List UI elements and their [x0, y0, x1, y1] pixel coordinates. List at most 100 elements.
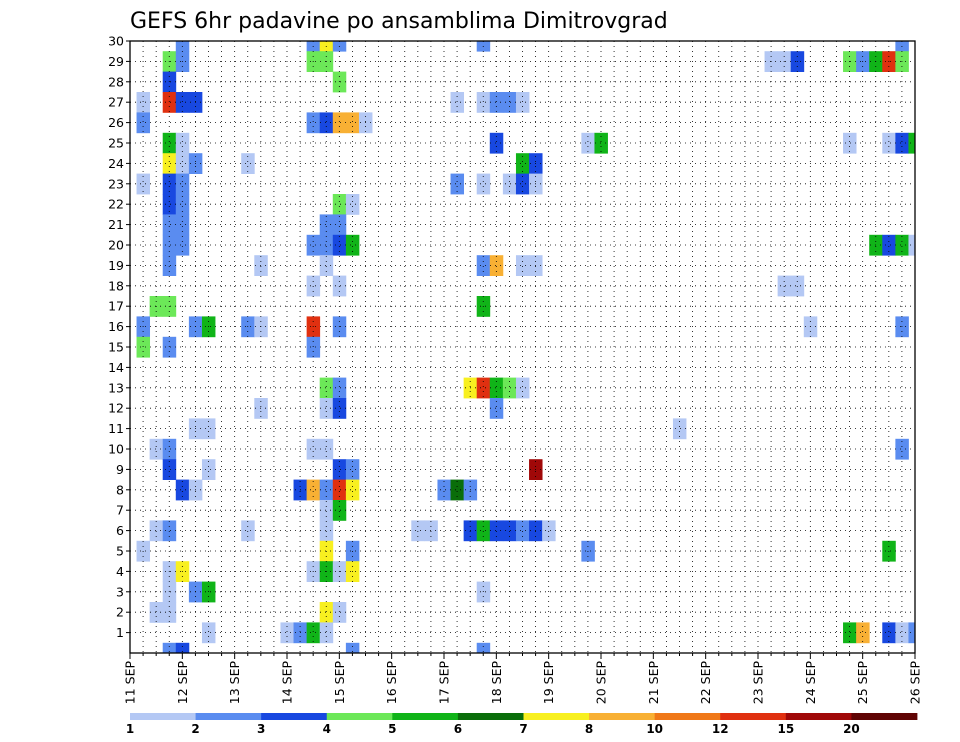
heatmap-cell [581, 132, 595, 154]
x-tick-label: 11 SEP [123, 661, 138, 705]
x-tick-label: 16 SEP [384, 661, 399, 705]
colorbar-segment [851, 713, 918, 720]
y-tick-label: 18 [108, 278, 124, 293]
y-tick-label: 20 [108, 238, 124, 253]
x-tick-label: 13 SEP [227, 661, 242, 705]
heatmap-cell [319, 520, 334, 542]
heatmap-cell [306, 622, 321, 644]
y-tick-label: 9 [116, 462, 124, 477]
x-tick-label: 21 SEP [646, 661, 661, 705]
heatmap-cell [319, 438, 334, 460]
heatmap-cell [332, 398, 347, 419]
heatmap-cell [515, 173, 530, 195]
colorbar-label: 2 [191, 722, 199, 736]
heatmap-cell [162, 153, 177, 174]
heatmap-cell [332, 194, 347, 215]
heatmap-cell [201, 418, 216, 440]
x-tick-label: 15 SEP [332, 661, 347, 705]
heatmap-cell [489, 92, 504, 113]
heatmap-cell [175, 153, 190, 174]
heatmap-cell [162, 92, 177, 113]
x-tick-label: 12 SEP [175, 661, 190, 705]
heatmap-cell [450, 479, 465, 501]
heatmap-cell [149, 602, 164, 623]
heatmap-cell [332, 602, 347, 623]
heatmap-cell [450, 92, 465, 113]
heatmap-cell [332, 377, 347, 399]
colorbar-label: 6 [454, 722, 462, 736]
colorbar-label: 7 [519, 722, 527, 736]
y-tick-label: 7 [116, 503, 124, 518]
heatmap-cell [332, 112, 347, 134]
heatmap-cell [856, 622, 870, 644]
heatmap-cell [149, 520, 164, 542]
heatmap-cell [149, 438, 164, 460]
heatmap-cell [542, 520, 556, 542]
x-tick-label: 25 SEP [855, 661, 870, 705]
heatmap-cell [515, 520, 530, 542]
heatmap-cell [280, 622, 294, 644]
colorbar-label: 20 [843, 722, 860, 736]
heatmap-cell [319, 112, 334, 134]
heatmap-cell [476, 92, 491, 113]
heatmap-cell [254, 255, 268, 276]
heatmap-cell [319, 602, 334, 623]
heatmap-cell [319, 214, 334, 236]
heatmap-cell [882, 622, 896, 644]
heatmap-cell [489, 398, 504, 419]
heatmap-cell [476, 255, 491, 276]
colorbar-segment [261, 713, 328, 720]
heatmap-cell [345, 112, 360, 134]
heatmap-cell [175, 234, 190, 256]
y-tick-label: 4 [116, 564, 124, 579]
x-tick-label: 17 SEP [437, 661, 452, 705]
heatmap-cell [594, 132, 608, 154]
heatmap-cell [175, 92, 190, 113]
heatmap-cell [895, 234, 909, 256]
heatmap-cell [319, 234, 334, 256]
x-tick-label: 20 SEP [594, 661, 609, 705]
heatmap-cell [136, 336, 151, 358]
heatmap-cell [162, 438, 177, 460]
heatmap-cell [319, 255, 334, 276]
x-tick-label: 23 SEP [751, 661, 766, 705]
heatmap-cell [502, 173, 517, 195]
heatmap-cell [895, 622, 909, 644]
heatmap-cell [319, 622, 334, 644]
colorbar-segment [326, 713, 393, 720]
heatmap-cell [175, 479, 190, 501]
heatmap-cell [332, 479, 347, 501]
heatmap-cell [306, 234, 321, 256]
heatmap-cell [319, 377, 334, 399]
heatmap-cell [908, 132, 916, 154]
heatmap-cell [476, 520, 491, 542]
x-tick-label: 19 SEP [541, 661, 556, 705]
y-tick-label: 21 [108, 217, 124, 232]
y-tick-label: 22 [108, 197, 124, 212]
heatmap-cell [882, 234, 896, 256]
grid-lines [130, 41, 915, 653]
heatmap-cell [489, 132, 504, 154]
axis-ticks [126, 40, 916, 659]
heatmap-cell [476, 642, 491, 654]
colorbar-segment [785, 713, 852, 720]
y-tick-label: 25 [108, 136, 124, 151]
heatmap-cell [843, 622, 857, 644]
y-tick-label: 24 [108, 156, 124, 171]
colorbar-label: 4 [323, 722, 331, 736]
heatmap-cell [306, 112, 321, 134]
y-tick-label: 15 [108, 340, 124, 355]
heatmap-cell [175, 132, 190, 154]
heatmap-cell [895, 438, 909, 460]
x-tick-label: 24 SEP [803, 661, 818, 705]
heatmap-cell [515, 377, 530, 399]
heatmap-cell [476, 377, 491, 399]
y-tick-label: 19 [108, 258, 124, 273]
colorbar-label: 10 [646, 722, 663, 736]
heatmap-cell [319, 500, 334, 521]
heatmap-cell [502, 377, 517, 399]
y-tick-label: 23 [108, 176, 124, 191]
heatmap-cell [175, 194, 190, 215]
heatmap-cell [345, 642, 360, 654]
heatmap-cell [136, 173, 151, 195]
